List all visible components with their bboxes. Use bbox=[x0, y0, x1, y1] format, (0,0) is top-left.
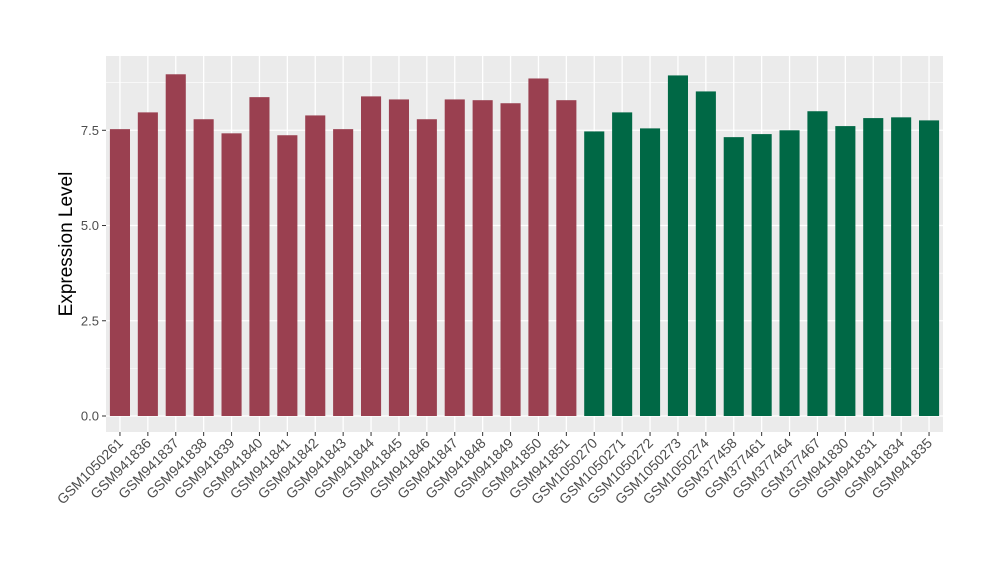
bar-GSM377464 bbox=[779, 130, 800, 417]
bar-GSM941850 bbox=[528, 78, 549, 416]
y-tick-label: 0.0 bbox=[81, 409, 99, 424]
bar-GSM1050273 bbox=[667, 75, 688, 416]
y-axis-label: Expression Level bbox=[56, 172, 77, 317]
bar-GSM1050261 bbox=[109, 129, 130, 416]
bar-GSM1050270 bbox=[584, 131, 605, 416]
bar-GSM941841 bbox=[277, 135, 298, 416]
bar-GSM941831 bbox=[863, 118, 884, 416]
bar-GSM377458 bbox=[723, 137, 744, 416]
bar-GSM1050272 bbox=[640, 128, 661, 416]
bar-GSM941847 bbox=[444, 99, 465, 416]
plot-panel bbox=[106, 56, 943, 432]
bar-GSM941844 bbox=[361, 96, 382, 416]
y-tick-label: 2.5 bbox=[81, 313, 99, 328]
bar-GSM941835 bbox=[919, 120, 940, 416]
bar-GSM1050271 bbox=[612, 112, 633, 416]
bar-GSM941839 bbox=[221, 133, 242, 417]
bar-GSM941830 bbox=[835, 126, 856, 416]
bar-GSM941840 bbox=[249, 97, 270, 417]
bar-GSM377467 bbox=[807, 111, 828, 416]
y-tick-label: 7.5 bbox=[81, 123, 99, 138]
bar-GSM941842 bbox=[305, 115, 326, 416]
bar-GSM941838 bbox=[193, 119, 214, 416]
bar-GSM941845 bbox=[388, 99, 409, 416]
bar-GSM941848 bbox=[472, 100, 493, 416]
bar-GSM941834 bbox=[891, 117, 912, 416]
bar-GSM1050274 bbox=[695, 91, 716, 416]
bar-GSM941837 bbox=[165, 74, 186, 417]
bar-GSM941836 bbox=[137, 112, 158, 416]
bar-GSM941846 bbox=[416, 119, 437, 416]
bar-GSM377461 bbox=[751, 134, 772, 416]
bar-GSM941843 bbox=[333, 129, 354, 416]
y-tick-label: 5.0 bbox=[81, 218, 99, 233]
bar-GSM941849 bbox=[500, 103, 521, 416]
bar-GSM941851 bbox=[556, 100, 577, 416]
